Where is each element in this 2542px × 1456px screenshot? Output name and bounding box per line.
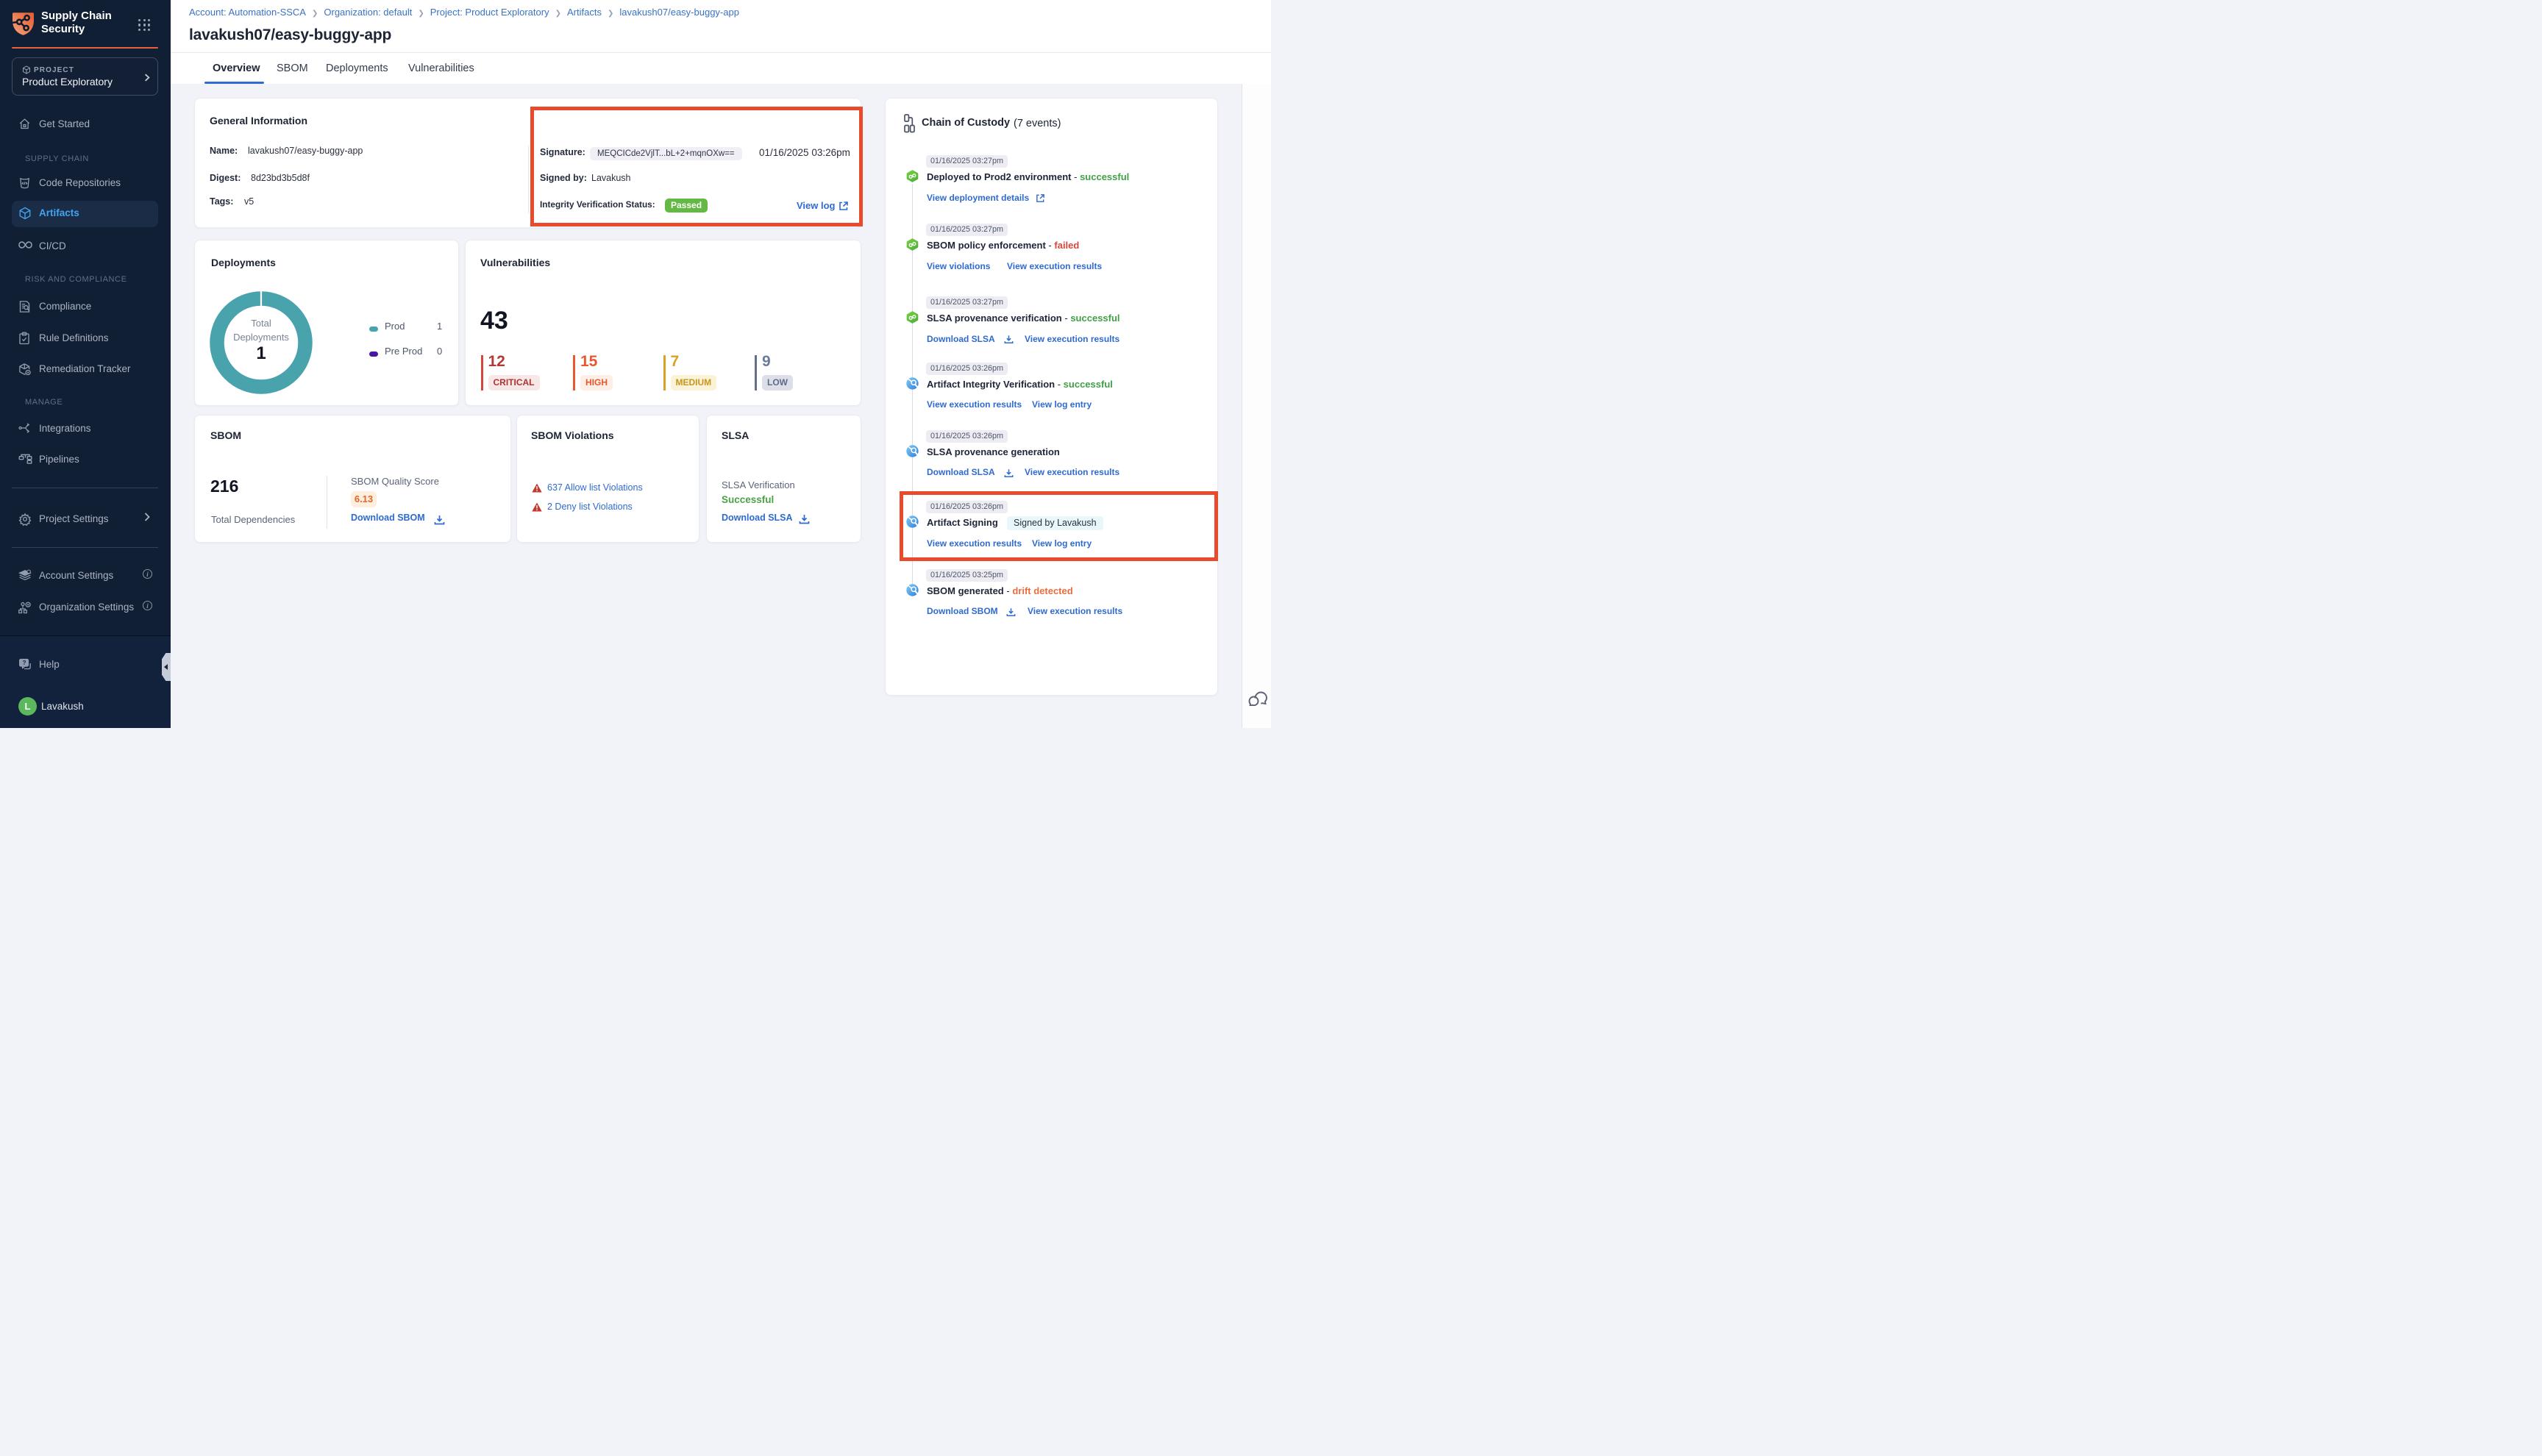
svg-text:?: ?: [23, 660, 26, 666]
